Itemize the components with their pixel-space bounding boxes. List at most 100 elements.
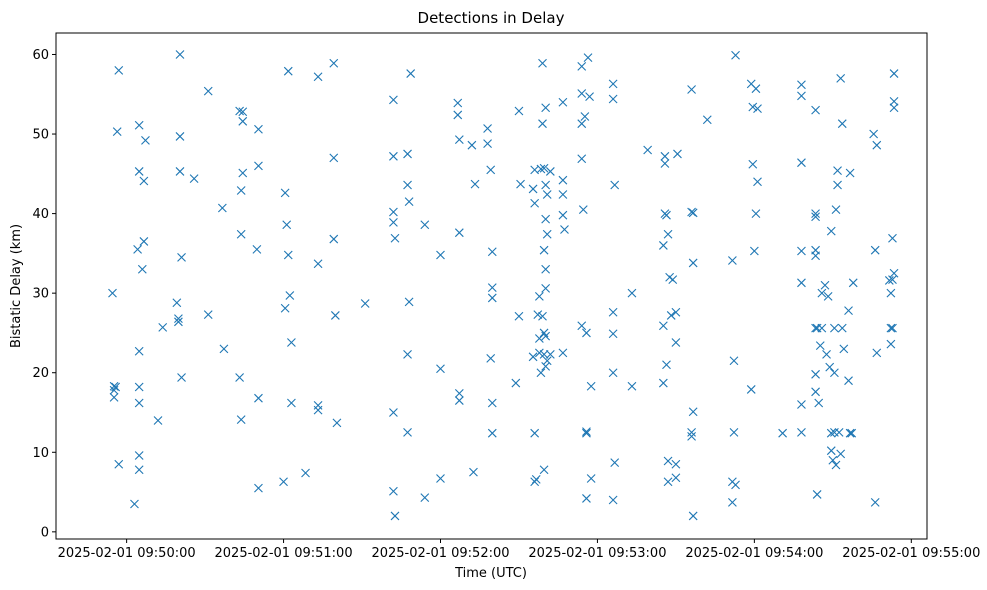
data-point [536,164,546,174]
data-point [839,344,849,354]
data-point [820,280,830,290]
data-point [608,79,618,89]
data-point [189,174,199,183]
data-point [436,364,445,374]
data-point [235,106,245,116]
data-point [688,258,698,268]
data-point [577,62,587,71]
data-point [870,498,880,507]
data-point [671,338,681,347]
data-point [608,307,618,317]
data-point [828,455,838,465]
data-point [753,104,762,113]
data-point [731,50,740,60]
data-point [534,291,544,301]
data-point [586,474,596,483]
x-tick-label: 2025-02-01 09:55:00 [842,546,980,561]
data-point [688,407,698,417]
data-point [538,119,547,129]
data-point [134,382,144,392]
data-point [558,348,568,358]
data-point [528,184,538,194]
data-point [404,197,414,207]
data-point [360,299,370,308]
data-point [133,245,142,254]
data-point [815,341,825,351]
data-point [236,229,246,239]
y-tick-label: 60 [32,48,49,63]
data-point [797,278,806,288]
data-point [134,120,144,130]
data-point [531,474,541,484]
data-point [177,252,186,262]
data-point [111,382,121,392]
data-point [238,116,248,126]
data-point [236,186,246,195]
data-point [390,233,400,243]
data-point [254,124,263,134]
data-point [542,229,552,239]
data-point [663,229,673,239]
data-point [541,214,551,224]
data-point [541,361,551,371]
data-point [158,322,168,332]
data-point [729,356,739,366]
data-point [728,256,737,265]
data-point [453,98,463,108]
data-point [658,321,668,331]
data-point [469,467,478,477]
data-point [175,132,185,141]
data-point [837,323,847,333]
data-point [823,291,833,301]
data-points [108,50,899,521]
data-point [516,179,525,189]
data-point [884,276,894,285]
data-point [280,303,290,313]
data-point [658,378,668,388]
data-point [539,465,549,475]
data-point [487,247,497,257]
data-point [825,362,835,372]
data-point [533,310,543,320]
data-point [753,177,762,187]
data-point [751,84,761,94]
data-point [453,110,463,120]
data-point [797,428,806,437]
data-point [833,166,842,176]
data-point [175,50,185,59]
data-point [889,69,899,78]
data-point [830,368,839,378]
data-point [389,207,398,217]
data-point [577,119,587,129]
data-point [610,180,620,190]
data-point [845,428,855,438]
data-point [252,245,262,254]
data-point [830,323,839,333]
data-point [530,428,540,438]
data-point [536,368,546,378]
data-point [235,373,245,382]
data-point [541,331,551,341]
data-point [541,264,551,274]
data-point [313,72,323,82]
data-point [844,376,853,386]
data-point [404,297,414,307]
data-point [558,97,568,107]
data-point [811,387,820,397]
x-axis-ticks: 2025-02-01 09:50:00 2025-02-01 09:51:00 20… [58,539,980,561]
plot-frame [55,32,928,540]
data-point [389,486,398,496]
x-tick-label: 2025-02-01 09:50:00 [58,546,196,561]
data-point [285,291,295,300]
data-point [834,428,844,437]
data-point [811,323,820,333]
data-point [585,92,594,102]
data-point [203,310,213,320]
data-point [283,250,293,260]
data-point [538,311,547,321]
data-point [130,499,139,509]
data-point [833,180,842,190]
data-point [403,350,412,359]
data-point [301,468,310,478]
data-point [558,210,568,220]
